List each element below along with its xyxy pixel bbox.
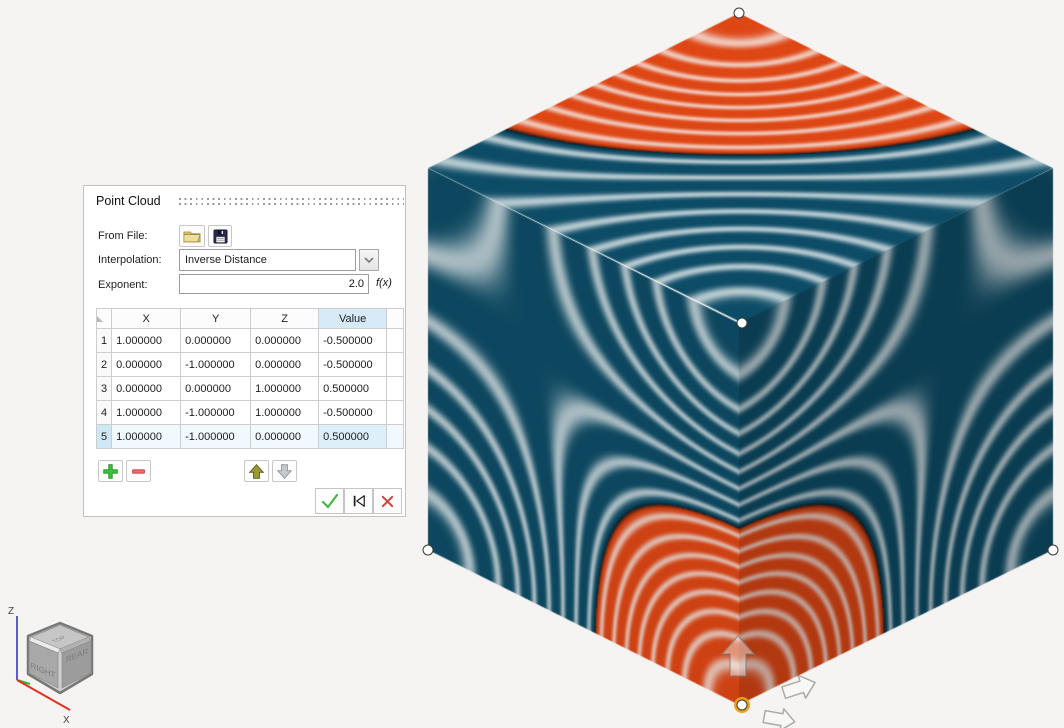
point-table-cell[interactable]: 0.500000: [318, 376, 388, 401]
row-number-cell[interactable]: 3: [95, 376, 113, 401]
save-file-button[interactable]: [208, 225, 232, 247]
manipulator-arrow-down-right[interactable]: [762, 706, 796, 728]
arrow-up-icon: [248, 463, 265, 479]
exponent-label: Exponent:: [98, 279, 148, 291]
point-table-cell[interactable]: 1.000000: [111, 400, 182, 425]
check-icon: [321, 493, 338, 509]
point-table-row: 1 1.000000 0.000000 0.000000 -0.500000: [95, 328, 405, 353]
row-number-cell[interactable]: 5: [95, 424, 113, 449]
filler-cell: [386, 424, 405, 449]
from-file-label: From File:: [98, 230, 148, 242]
remove-point-button[interactable]: [126, 460, 151, 482]
move-row-down-button[interactable]: [272, 460, 297, 482]
filler-cell: [386, 400, 405, 425]
corner-cell[interactable]: [95, 308, 113, 329]
interpolation-label: Interpolation:: [98, 254, 162, 266]
interpolation-dropdown-button[interactable]: [359, 249, 379, 271]
column-header-filler: [386, 308, 405, 329]
point-marker[interactable]: [736, 317, 748, 329]
point-table-row: 2 0.000000 -1.000000 0.000000 -0.500000: [95, 352, 405, 377]
open-folder-icon: [183, 231, 201, 243]
point-table-cell[interactable]: -0.500000: [318, 352, 388, 377]
point-table-cell[interactable]: 0.000000: [250, 352, 320, 377]
axis-x-label: X: [63, 715, 70, 726]
filler-cell: [386, 376, 405, 401]
point-cloud-dialog: Point Cloud From File: Interpolation: In…: [83, 185, 406, 517]
point-marker[interactable]: [422, 544, 434, 556]
drag-handle-dots[interactable]: [179, 198, 404, 205]
fx-expression-button[interactable]: f(x): [376, 277, 392, 289]
axis-x-line: [16, 679, 71, 711]
open-file-button[interactable]: [179, 225, 205, 247]
point-table-cell[interactable]: 1.000000: [111, 424, 182, 449]
manipulator-arrow-right[interactable]: [780, 671, 819, 704]
arrow-down-icon: [276, 463, 293, 479]
view-navigation-cube[interactable]: Z X TOP RIGHT REAR: [0, 596, 130, 728]
close-x-icon: [381, 495, 394, 507]
point-table-cell[interactable]: 0.000000: [250, 328, 320, 353]
move-row-up-button[interactable]: [244, 460, 269, 482]
navcube-top-label: TOP: [51, 636, 69, 644]
point-marker-selected[interactable]: [736, 699, 748, 711]
point-table-cell[interactable]: 1.000000: [250, 400, 320, 425]
point-table-cell[interactable]: 0.500000: [318, 424, 388, 449]
point-table-cell[interactable]: 0.000000: [180, 376, 252, 401]
point-table: X Y Z Value 1 1.000000 0.000000 0.000000 -0.…: [95, 308, 405, 449]
row-number-cell[interactable]: 2: [95, 352, 113, 377]
column-header-y[interactable]: Y: [180, 308, 252, 329]
dialog-title: Point Cloud: [96, 194, 161, 208]
point-table-cell[interactable]: -0.500000: [318, 328, 388, 353]
point-table-cell[interactable]: 1.000000: [250, 376, 320, 401]
manipulator-arrows: [721, 635, 819, 728]
filler-cell: [386, 328, 405, 353]
point-table-cell[interactable]: -0.500000: [318, 400, 388, 425]
point-table-cell[interactable]: 0.000000: [111, 352, 182, 377]
row-number-cell[interactable]: 4: [95, 400, 113, 425]
exponent-input[interactable]: [179, 274, 369, 294]
minus-icon: [132, 468, 145, 474]
navcube-face-rear[interactable]: [61, 640, 92, 689]
interpolation-selected-value: Inverse Distance: [185, 254, 267, 266]
point-table-body: 1 1.000000 0.000000 0.000000 -0.500000 2 0.000…: [95, 328, 405, 449]
point-table-row: 4 1.000000 -1.000000 1.000000 -0.500000: [95, 400, 405, 425]
cancel-button[interactable]: [373, 488, 402, 514]
add-point-button[interactable]: [98, 460, 123, 482]
point-table-row: 5 1.000000 -1.000000 0.000000 0.500000: [95, 424, 405, 449]
navcube-face-right[interactable]: [28, 640, 59, 689]
chevron-down-icon: [364, 257, 374, 264]
interpolation-select[interactable]: Inverse Distance: [179, 249, 356, 271]
column-header-value[interactable]: Value: [318, 308, 388, 329]
save-floppy-icon: [213, 229, 227, 243]
manipulator-arrow-up[interactable]: [721, 635, 755, 677]
skip-to-start-icon: [353, 495, 365, 507]
row-number-cell[interactable]: 1: [95, 328, 113, 353]
point-marker[interactable]: [733, 7, 745, 19]
axis-z-label: Z: [8, 606, 14, 617]
point-table-cell[interactable]: -1.000000: [180, 400, 252, 425]
column-header-x[interactable]: X: [111, 308, 182, 329]
point-table-cell[interactable]: -1.000000: [180, 424, 252, 449]
plus-icon: [103, 463, 118, 479]
point-marker[interactable]: [1047, 544, 1059, 556]
point-table-cell[interactable]: 0.000000: [250, 424, 320, 449]
column-header-z[interactable]: Z: [250, 308, 320, 329]
filler-cell: [386, 352, 405, 377]
point-table-cell[interactable]: 0.000000: [111, 376, 182, 401]
point-table-cell[interactable]: 0.000000: [180, 328, 252, 353]
ok-button[interactable]: [315, 488, 344, 514]
reset-button[interactable]: [344, 488, 373, 514]
point-table-header-row: X Y Z Value: [95, 308, 405, 329]
point-table-cell[interactable]: 1.000000: [111, 328, 182, 353]
point-table-row: 3 0.000000 0.000000 1.000000 0.500000: [95, 376, 405, 401]
point-table-cell[interactable]: -1.000000: [180, 352, 252, 377]
